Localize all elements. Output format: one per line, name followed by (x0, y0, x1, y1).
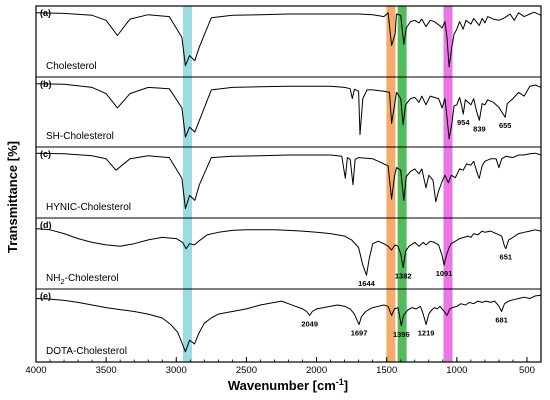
x-tick-label-3000: 3000 (166, 365, 187, 376)
x-tick-label-2500: 2500 (236, 365, 257, 376)
sample-label-main-3: HYNIC-Cholesterol (46, 202, 131, 213)
spectrum-panel-5: (e) DOTA-Cholesterol 2049 1697 1396 1219 681 (35, 291, 542, 357)
spectrum-panel-3: (c) HYNIC-Cholesterol (35, 149, 542, 219)
peak-annotation-2-1: 954 (457, 118, 470, 127)
peak-annotation-5-5: 681 (495, 316, 508, 325)
spectrum-line-4 (35, 228, 542, 276)
spectrum-panel-1: (a) Cholesterol (35, 8, 542, 78)
x-axis: 4000 3500 3000 2500 2000 1500 1000 500 (25, 357, 542, 376)
panel-label-3: (c) (40, 149, 51, 159)
peak-annotation-4-4: 651 (500, 253, 513, 262)
spectrum-line-5 (35, 294, 542, 353)
sample-label-main-5: DOTA-Cholesterol (46, 346, 127, 357)
x-tick-label-3500: 3500 (96, 365, 117, 376)
sample-label-main-4: NH (46, 273, 60, 284)
sample-label-5: DOTA-Cholesterol (46, 346, 127, 357)
sample-label-1: Cholesterol (46, 61, 97, 72)
peak-annotation-4-2: 1382 (395, 272, 412, 281)
x-axis-title: Wavenumber [cm-1] (228, 377, 348, 393)
x-axis-title-end: ] (344, 378, 348, 393)
sample-label-2: SH-Cholesterol (46, 131, 114, 142)
sample-label-main-1: Cholesterol (46, 61, 97, 72)
peak-annotation-5-1: 2049 (301, 319, 318, 328)
peak-annotation-2-3: 655 (499, 121, 512, 130)
panel-label-4: (d) (40, 220, 52, 230)
spectrum-line-3 (35, 152, 542, 210)
spectrum-panel-4: (d) NH2-Cholesterol 1644 1382 1091 651 (35, 220, 542, 290)
peak-annotation-2-2: 839 (473, 124, 486, 133)
x-tick-label-500: 500 (519, 365, 535, 376)
panel-label-5: (e) (40, 291, 51, 301)
spectrum-line-2 (35, 83, 542, 140)
highlight-band-4 (443, 6, 453, 362)
x-tick-label-4000: 4000 (25, 365, 46, 376)
panel-label-1: (a) (40, 8, 51, 18)
x-axis-title-main: Wavenumber [cm (228, 378, 336, 393)
x-tick-label-1000: 1000 (446, 365, 467, 376)
highlight-band-1 (183, 6, 192, 362)
x-axis-title-superscript: -1 (336, 377, 344, 387)
x-tick-label-2000: 2000 (306, 365, 327, 376)
y-axis-title: Transmittance [%] (5, 141, 20, 253)
panel-label-2: (b) (40, 79, 52, 89)
x-tick-label-1500: 1500 (376, 365, 397, 376)
peak-annotation-5-3: 1396 (393, 330, 410, 339)
sample-label-subscript-4: 2 (60, 277, 64, 286)
highlight-band-2 (386, 6, 396, 362)
sample-label-4: NH2-Cholesterol (46, 273, 119, 286)
peak-annotation-5-4: 1219 (418, 329, 435, 338)
sample-label-main-2: SH-Cholesterol (46, 131, 114, 142)
spectrum-line-1 (35, 11, 542, 68)
sample-label-rest-4: -Cholesterol (65, 273, 119, 284)
peak-annotation-5-2: 1697 (351, 329, 368, 338)
peak-annotation-4-1: 1644 (358, 279, 376, 288)
peak-annotation-4-3: 1091 (436, 269, 453, 278)
sample-label-3: HYNIC-Cholesterol (46, 202, 131, 213)
